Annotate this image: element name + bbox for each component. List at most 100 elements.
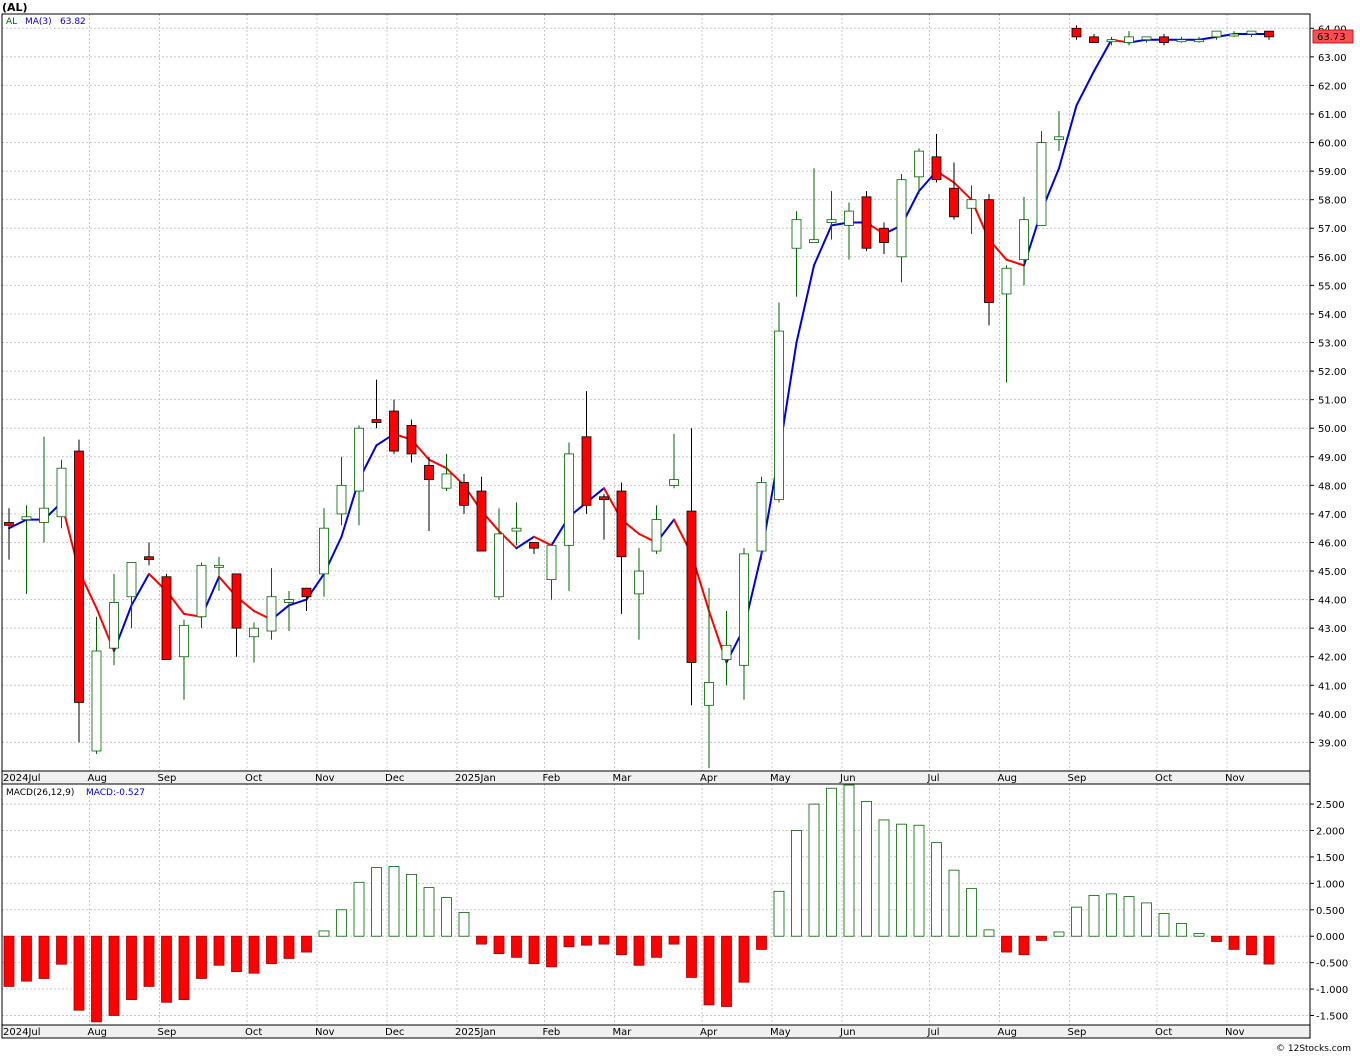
price-tick-label: 39.00 — [1318, 738, 1347, 749]
candle-body — [354, 427, 364, 492]
candle — [809, 168, 819, 243]
candle-body — [476, 490, 487, 552]
ma-segment — [953, 181, 973, 201]
candle-body — [1229, 33, 1239, 37]
month-label: Oct — [1155, 1027, 1172, 1038]
price-tick-label: 46.00 — [1318, 538, 1347, 549]
candle-body — [91, 650, 102, 752]
month-label: Sep — [1068, 773, 1087, 784]
candle-body — [1264, 30, 1274, 38]
candle — [1124, 31, 1134, 46]
price-tick-label: 47.00 — [1318, 510, 1347, 521]
macd-bar — [441, 897, 452, 937]
macd-bar — [1211, 935, 1222, 942]
price-tick-label: 40.00 — [1318, 710, 1347, 721]
month-label: 2025Jan — [455, 773, 496, 784]
macd-bar — [458, 912, 470, 937]
month-label: May — [770, 773, 791, 784]
candle — [1194, 36, 1204, 43]
price-tick-label: 41.00 — [1318, 681, 1347, 692]
macd-bar — [773, 890, 785, 937]
month-label: Mar — [613, 773, 633, 784]
macd-bar — [493, 935, 505, 955]
candle-body — [266, 596, 277, 632]
macd-bar — [966, 888, 977, 937]
candle-body — [21, 516, 32, 521]
price-tick-label: 61.00 — [1318, 110, 1347, 121]
month-label: Feb — [543, 773, 561, 784]
candle-body — [424, 464, 434, 481]
candle-body — [1124, 36, 1134, 43]
macd-bar — [616, 935, 627, 956]
candle-body — [669, 479, 679, 486]
macd-bar — [878, 819, 890, 937]
candle-body — [774, 330, 784, 501]
legend-ma-label: MA(3) — [25, 17, 52, 27]
price-tick-label: 51.00 — [1318, 396, 1347, 407]
candle — [651, 505, 662, 554]
ma-segment — [1198, 35, 1218, 41]
month-label: Aug — [88, 1027, 108, 1038]
candle — [511, 502, 522, 546]
month-label: Mar — [613, 1027, 633, 1038]
candle — [1036, 131, 1047, 226]
month-labels-macd: 2024Jul Aug Sep Oct Nov Dec 2025Jan Feb Mar Apr Ma… — [3, 1027, 1245, 1038]
candle-body — [371, 419, 382, 423]
ma-segment — [1005, 258, 1025, 267]
candle — [301, 587, 312, 612]
macd-bar — [1246, 935, 1257, 956]
macd-bar — [738, 935, 750, 983]
candle — [354, 425, 364, 526]
candle — [39, 436, 49, 543]
candle — [949, 162, 959, 220]
month-label: 2024Jul — [3, 773, 41, 784]
price-tick-label: 52.00 — [1318, 367, 1347, 378]
macd-bar — [91, 935, 102, 1023]
macd-bar — [756, 935, 767, 950]
price-tick-label: 56.00 — [1318, 253, 1347, 264]
month-label: Apr — [700, 1027, 718, 1038]
macd-bar — [686, 935, 697, 978]
candle — [564, 442, 574, 592]
price-tick-label: 50.00 — [1318, 424, 1347, 435]
candle — [686, 428, 697, 706]
macd-value-label: MACD:-0.527 — [86, 788, 145, 798]
macd-bar — [143, 935, 155, 987]
candle — [441, 453, 452, 492]
candle-body — [459, 482, 469, 506]
macd-bar — [336, 909, 347, 937]
macd-bar — [1176, 923, 1187, 937]
candle-body — [336, 484, 347, 515]
macd-bar — [826, 787, 837, 937]
candle — [581, 391, 592, 514]
candle-body — [249, 627, 259, 638]
candle — [266, 568, 277, 640]
month-label: Jul — [927, 1027, 940, 1038]
macd-bar — [563, 935, 575, 948]
candle-body — [1089, 36, 1099, 43]
candle — [896, 173, 907, 283]
candle — [529, 542, 539, 554]
macd-bar — [1123, 896, 1135, 937]
macd-bar — [38, 935, 50, 979]
month-label: Aug — [998, 773, 1018, 784]
macd-tick-label: 2.500 — [1316, 800, 1345, 811]
macd-bar — [1158, 913, 1170, 937]
candle — [1246, 30, 1257, 37]
candle-body — [546, 544, 557, 581]
macd-bar — [808, 803, 820, 937]
ma-segment — [515, 535, 535, 550]
macd-bar — [56, 935, 67, 965]
macd-bar — [1053, 931, 1065, 937]
price-tick-label: 57.00 — [1318, 224, 1347, 235]
candle-body — [599, 496, 609, 501]
candle-body — [1036, 142, 1047, 226]
macd-bar — [371, 867, 382, 937]
candle — [109, 573, 119, 666]
candle-body — [1176, 39, 1187, 43]
month-label: Nov — [1225, 1027, 1245, 1038]
candle-body — [511, 527, 522, 532]
candle — [914, 148, 924, 194]
candle — [284, 591, 294, 632]
candle-body — [1194, 39, 1204, 43]
